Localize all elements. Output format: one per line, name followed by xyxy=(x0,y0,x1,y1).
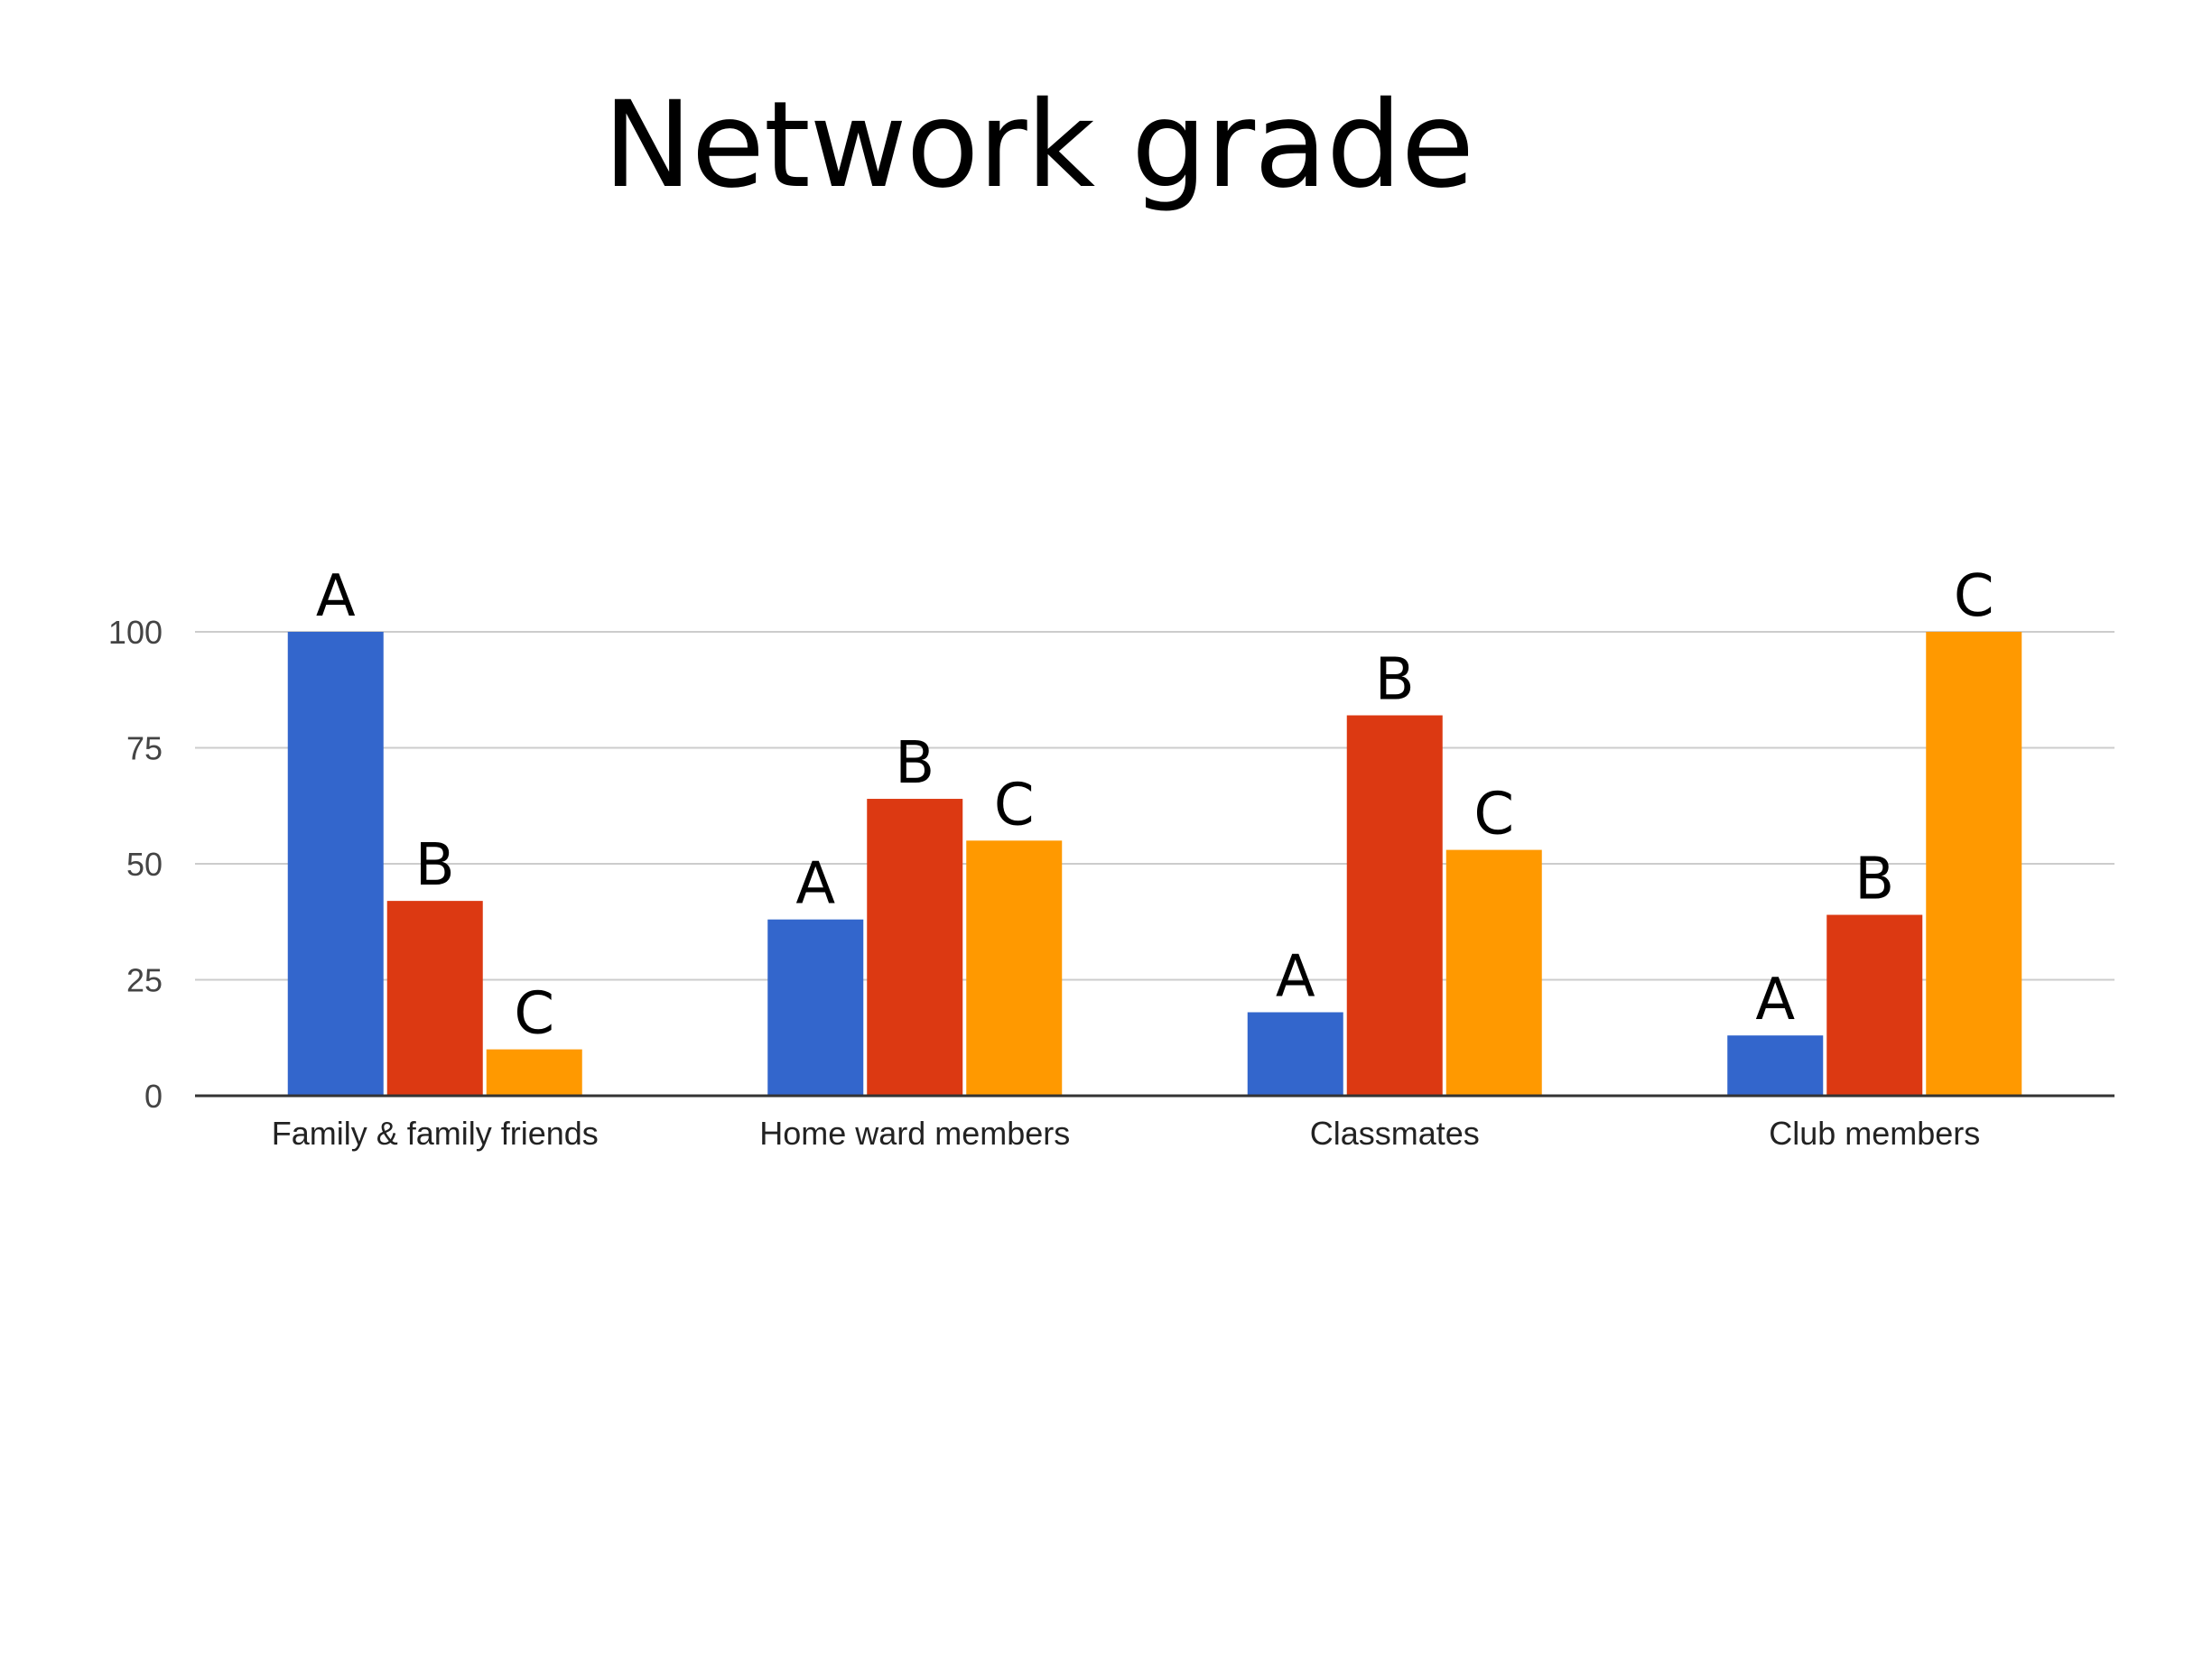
bar xyxy=(287,632,384,1096)
bars xyxy=(287,632,2022,1096)
bar-data-label: A xyxy=(1276,943,1315,1010)
bar-data-label: B xyxy=(895,730,934,797)
bar-data-label: A xyxy=(1755,967,1795,1033)
y-tick-label: 50 xyxy=(126,846,163,883)
bar-data-label: C xyxy=(1473,782,1514,848)
bar xyxy=(1826,914,1923,1096)
gridlines xyxy=(195,631,2114,981)
y-tick-label: 100 xyxy=(108,614,163,651)
bar xyxy=(1346,715,1443,1096)
bar xyxy=(386,901,483,1096)
y-axis-ticks: 0 25 50 75 100 xyxy=(108,614,163,1115)
bar-data-label: C xyxy=(514,981,554,1048)
bar xyxy=(486,1049,582,1096)
bar-data-label: C xyxy=(994,772,1035,839)
bar-data-label: A xyxy=(316,563,356,630)
chart-title: Network grade xyxy=(602,76,1474,215)
x-category-label: Family & family friends xyxy=(272,1115,599,1152)
x-category-label: Classmates xyxy=(1310,1115,1480,1152)
bar xyxy=(1247,1012,1343,1096)
bar xyxy=(767,919,864,1096)
bar xyxy=(1445,849,1542,1096)
bar xyxy=(966,840,1063,1096)
bar xyxy=(1926,632,2022,1096)
y-tick-label: 0 xyxy=(144,1078,163,1115)
bar-data-label: A xyxy=(795,851,835,918)
bar-data-label: B xyxy=(1854,847,1894,913)
category-labels: Family & family friends Home ward members… xyxy=(272,1115,1981,1152)
bar-data-label: C xyxy=(1954,563,1994,630)
x-category-label: Home ward members xyxy=(759,1115,1070,1152)
x-category-label: Club members xyxy=(1769,1115,1980,1152)
y-tick-label: 25 xyxy=(126,962,163,999)
y-tick-label: 75 xyxy=(126,730,163,767)
bar xyxy=(1727,1035,1824,1096)
bar-data-label: B xyxy=(1375,647,1415,714)
bar-data-label: B xyxy=(415,832,455,899)
bar xyxy=(867,799,963,1096)
